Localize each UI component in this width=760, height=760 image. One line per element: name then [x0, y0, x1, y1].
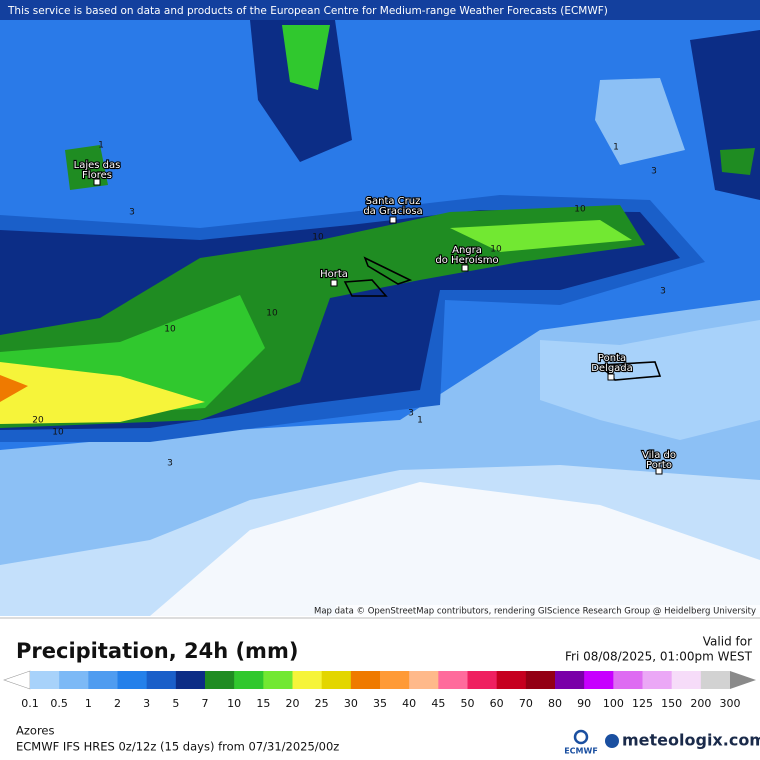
contour-label: 20	[32, 416, 44, 426]
ecmwf-logo	[573, 729, 589, 745]
model-info: ECMWF IFS HRES 0z/12z (15 days) from 07/…	[16, 740, 339, 754]
legend-swatch	[88, 671, 118, 689]
contour-label: 10	[52, 428, 64, 438]
legend-label: 25	[315, 697, 329, 710]
contour-label: 1	[613, 143, 619, 153]
legend-swatch	[555, 671, 585, 689]
legend-swatch	[350, 671, 381, 689]
legend-swatch	[59, 671, 89, 689]
legend-swatch	[234, 671, 264, 689]
legend-swatch	[584, 671, 614, 689]
legend-label: 2	[114, 697, 121, 710]
legend-label: 45	[431, 697, 445, 710]
legend-swatch	[146, 671, 177, 689]
ecmwf-text: ECMWF	[564, 747, 598, 756]
legend-swatch	[292, 671, 323, 689]
legend-swatch	[205, 671, 235, 689]
place-label: Vila do	[642, 450, 676, 461]
legend-label: 100	[603, 697, 624, 710]
legend-label: 150	[661, 697, 682, 710]
legend-label: 50	[461, 697, 475, 710]
header-bar	[0, 0, 760, 20]
legend-under	[3, 670, 31, 690]
contour-label: 3	[167, 459, 173, 469]
legend-label: 7	[202, 697, 209, 710]
contour-label: 10	[164, 325, 176, 335]
legend-swatch	[642, 671, 673, 689]
legend-label: 5	[172, 697, 179, 710]
brand: meteologix.com	[622, 731, 760, 750]
place-label: da Graciosa	[363, 206, 422, 217]
valid-time: Fri 08/08/2025, 01:00pm WEST	[565, 650, 753, 664]
place-label: Ponta	[598, 353, 626, 364]
legend-label: 10	[227, 697, 241, 710]
legend-swatch	[380, 671, 410, 689]
place-marker	[655, 467, 663, 475]
valid-label: Valid for	[703, 635, 752, 649]
legend-swatch	[700, 671, 731, 689]
place-label: Delgada	[591, 363, 633, 374]
contour-label: 10	[312, 233, 324, 243]
legend-over	[730, 671, 756, 689]
legend-swatch	[525, 671, 556, 689]
contour-label: 1	[98, 141, 104, 151]
brand-logo	[605, 734, 619, 748]
legend-title: Precipitation, 24h (mm)	[16, 639, 298, 663]
place-marker	[93, 178, 101, 186]
legend-label: 90	[577, 697, 591, 710]
legend-swatch	[117, 671, 148, 689]
legend-label: 20	[286, 697, 300, 710]
legend-label: 15	[256, 697, 270, 710]
legend-label: 70	[519, 697, 533, 710]
legend-label: 300	[720, 697, 741, 710]
legend-label: 0.5	[50, 697, 68, 710]
legend-swatch	[467, 671, 498, 689]
legend-swatch	[321, 671, 352, 689]
legend-swatch	[613, 671, 643, 689]
region: Azores	[16, 724, 54, 738]
place-marker	[389, 216, 397, 224]
legend-label: 60	[490, 697, 504, 710]
legend-swatch	[438, 671, 468, 689]
legend-swatch	[671, 671, 702, 689]
place-label: Porto	[646, 460, 672, 471]
attribution: Map data © OpenStreetMap contributors, r…	[314, 607, 756, 617]
place-label: Lajes das	[74, 160, 121, 171]
contour-label: 10	[490, 245, 502, 255]
legend-label: 200	[690, 697, 711, 710]
place-label: Horta	[320, 269, 348, 280]
legend-label: 0.1	[21, 697, 39, 710]
legend-label: 35	[373, 697, 387, 710]
attribution-bar	[336, 605, 760, 616]
map	[0, 0, 760, 616]
place-marker	[461, 264, 469, 272]
contour-label: 1	[417, 416, 423, 426]
contour-label: 10	[266, 309, 278, 319]
legend-swatch	[175, 671, 206, 689]
place-marker	[607, 373, 615, 381]
legend-swatch	[30, 671, 60, 689]
place-label: Santa Cruz	[366, 196, 421, 207]
contour-label: 3	[660, 287, 666, 297]
place-label: do Heroísmo	[435, 254, 498, 266]
legend-swatch	[496, 671, 527, 689]
legend-swatch	[409, 671, 439, 689]
legend-label: 1	[85, 697, 92, 710]
legend-label: 125	[632, 697, 653, 710]
legend-swatch	[263, 671, 293, 689]
place-marker	[330, 279, 338, 287]
legend-label: 30	[344, 697, 358, 710]
contour-label: 3	[408, 409, 414, 419]
contour-label: 3	[129, 208, 135, 218]
legend-label: 80	[548, 697, 562, 710]
contour-label: 10	[574, 205, 586, 215]
contour-label: 3	[651, 167, 657, 177]
legend-label: 40	[402, 697, 416, 710]
place-label: Angra	[452, 245, 482, 256]
header-notice: This service is based on data and produc…	[7, 5, 608, 17]
place-label: Flores	[82, 170, 112, 181]
legend-label: 3	[143, 697, 150, 710]
